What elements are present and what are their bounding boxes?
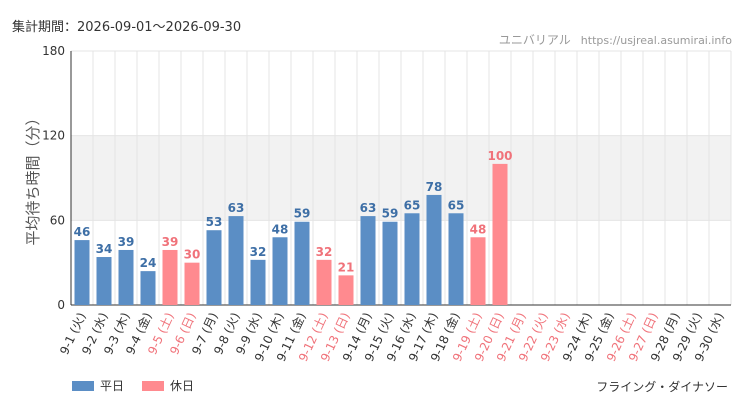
bar-value-label: 34 xyxy=(96,242,113,256)
watermark-name: ユニバリアル xyxy=(498,33,571,47)
attraction-name: フライング・ダイナソー xyxy=(596,380,728,394)
y-tick-label: 180 xyxy=(42,44,65,58)
legend-label-weekday: 平日 xyxy=(100,379,125,393)
bar xyxy=(470,237,486,305)
bar-value-label: 30 xyxy=(184,248,201,262)
y-tick-label: 60 xyxy=(50,213,65,227)
legend-item-weekday: 平日 xyxy=(72,377,124,394)
bar xyxy=(162,249,178,305)
y-tick-label: 120 xyxy=(42,129,65,143)
bar xyxy=(250,259,266,305)
bar-value-label: 65 xyxy=(448,198,465,212)
bar xyxy=(184,262,200,305)
bar-value-label: 78 xyxy=(426,180,443,194)
bar xyxy=(206,230,222,305)
legend-item-holiday: 休日 xyxy=(142,377,194,394)
y-tick-label: 0 xyxy=(57,298,65,312)
bar-value-label: 48 xyxy=(470,222,487,236)
bar-value-label: 59 xyxy=(294,207,311,221)
legend-swatch-weekday xyxy=(72,380,94,391)
bar xyxy=(272,237,288,305)
watermark: ユニバリアル https://usjreal.asumirai.info xyxy=(499,31,732,48)
bar xyxy=(492,163,508,305)
bar xyxy=(118,249,134,305)
bar-value-label: 39 xyxy=(162,235,179,249)
bar xyxy=(228,216,244,305)
bar-value-label: 63 xyxy=(360,201,377,215)
bar xyxy=(294,221,310,305)
bar-value-label: 39 xyxy=(118,235,135,249)
bar-value-label: 48 xyxy=(272,222,289,236)
bar-value-label: 53 xyxy=(206,215,223,229)
bar xyxy=(404,213,420,305)
bar-value-label: 32 xyxy=(250,245,267,259)
bar-value-label: 32 xyxy=(316,245,333,259)
y-axis-title: 平均待ち時間（分） xyxy=(24,110,42,245)
bar-value-label: 46 xyxy=(74,225,91,239)
bar xyxy=(96,257,112,305)
bar-value-label: 65 xyxy=(404,198,421,212)
bar xyxy=(74,240,90,305)
bar-value-label: 63 xyxy=(228,201,245,215)
bar-value-label: 21 xyxy=(338,260,355,274)
bar xyxy=(448,213,464,305)
bar-value-label: 59 xyxy=(382,207,399,221)
legend-label-holiday: 休日 xyxy=(170,379,195,393)
legend-swatch-holiday xyxy=(142,380,165,391)
watermark-url: https://usjreal.asumirai.info xyxy=(580,34,732,47)
bar-value-label: 100 xyxy=(487,149,512,163)
bar xyxy=(338,275,354,305)
bar xyxy=(360,216,376,305)
bar-value-label: 24 xyxy=(140,256,157,270)
bar xyxy=(316,259,332,305)
bar xyxy=(140,271,156,305)
legend: 平日 休日 xyxy=(72,377,194,394)
bar xyxy=(382,221,398,305)
period-label: 集計期間：2026-09-01～2026-09-30 xyxy=(12,20,242,35)
bar xyxy=(426,194,442,305)
